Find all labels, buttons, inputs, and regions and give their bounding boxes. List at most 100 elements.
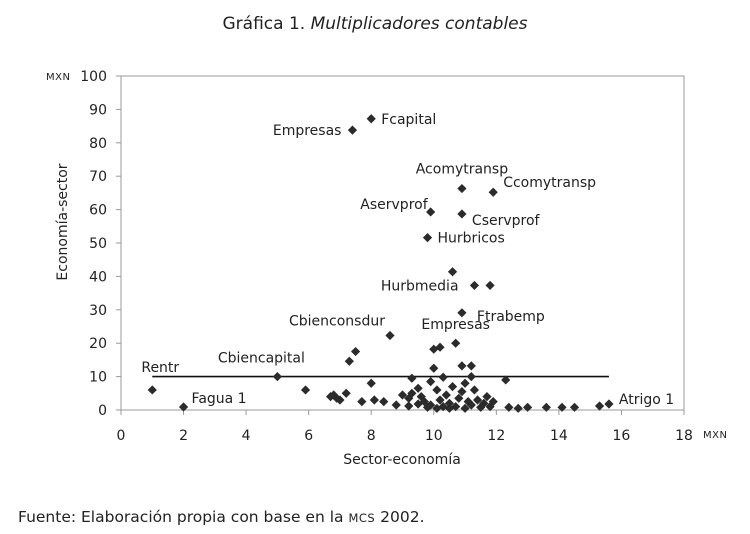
- data-point: [488, 397, 498, 407]
- chart-title-prefix: Gráfica 1.: [223, 14, 306, 34]
- x-tick-label: 4: [242, 428, 251, 444]
- data-point: [391, 400, 401, 410]
- data-point: [466, 372, 476, 382]
- source-prefix: Fuente: Elaboración propia con base en l…: [18, 508, 349, 526]
- data-point-labeled: [457, 209, 467, 219]
- scatter-chart: Gráfica 1. Multiplicadores contables 0 10…: [46, 14, 727, 468]
- data-point: [479, 398, 489, 408]
- data-point: [504, 402, 514, 412]
- point-label: Ccomytransp: [503, 175, 596, 191]
- data-point: [447, 382, 458, 392]
- y-tick-label: 90: [89, 102, 107, 118]
- point-label: Cbienconsdur: [289, 314, 385, 330]
- y-tick-label: 30: [89, 303, 107, 319]
- source-acronym: MCS: [348, 511, 376, 525]
- data-point-labeled: [426, 207, 436, 217]
- data-point: [466, 400, 476, 410]
- data-point-labeled: [422, 233, 433, 243]
- point-label: Cbiencapital: [218, 351, 305, 367]
- data-point: [482, 392, 492, 402]
- x-axis-unit: MXN: [703, 430, 727, 441]
- x-tick-label: 6: [304, 428, 313, 444]
- x-tick-label: 16: [613, 428, 631, 444]
- y-axis-title: Economía-sector: [55, 163, 71, 280]
- y-tick-label: 60: [89, 203, 107, 219]
- data-point: [435, 342, 445, 352]
- point-label: Atrigo 1: [619, 392, 674, 408]
- data-point: [460, 403, 470, 413]
- source-note: Fuente: Elaboración propia con base en l…: [18, 508, 425, 526]
- data-point-labeled: [178, 402, 189, 412]
- x-tick-label: 18: [675, 428, 693, 444]
- point-label: Hurbricos: [438, 231, 505, 247]
- data-point: [329, 390, 339, 400]
- data-point: [432, 403, 442, 413]
- x-tick-label: 0: [117, 428, 126, 444]
- data-point: [432, 385, 442, 395]
- y-tick-label: 40: [89, 269, 107, 285]
- y-tick-label: 10: [89, 370, 107, 386]
- data-point: [435, 395, 445, 405]
- data-point: [569, 402, 580, 412]
- data-point: [366, 378, 376, 388]
- data-point: [460, 378, 470, 388]
- x-axis-title: Sector-economía: [343, 452, 461, 468]
- data-point: [397, 390, 408, 400]
- point-label: Fcapital: [381, 112, 436, 128]
- data-point: [472, 395, 483, 405]
- data-point: [438, 372, 448, 382]
- data-point: [369, 395, 379, 405]
- data-point: [441, 390, 451, 400]
- y-axis-ticks: 0 10 20 30 40 50 60 70 80 90 100: [80, 69, 121, 419]
- chart-title: Gráfica 1. Multiplicadores contables: [223, 14, 528, 34]
- data-point: [513, 403, 523, 413]
- point-label: Hurbmedia: [381, 279, 459, 295]
- point-label: Rentr: [141, 360, 179, 376]
- data-point-labeled: [604, 399, 614, 409]
- data-point-labeled: [272, 372, 282, 382]
- data-point-labeled: [447, 267, 458, 277]
- point-label: Fagua 1: [192, 391, 247, 407]
- y-tick-label: 0: [98, 403, 107, 419]
- y-tick-label: 80: [89, 136, 107, 152]
- x-axis-ticks: 0 2 4 6 8 10 12 14 16 18: [117, 410, 693, 444]
- data-point-labeled: [366, 114, 376, 124]
- data-point-labeled: [451, 338, 461, 348]
- data-point-labeled: [385, 330, 395, 341]
- data-point: [300, 385, 311, 395]
- data-point-labeled: [457, 308, 467, 318]
- data-point: [413, 399, 423, 409]
- point-label: Ftrabemp: [477, 309, 545, 325]
- data-point: [404, 401, 414, 411]
- data-point: [325, 392, 336, 402]
- data-point: [426, 377, 436, 387]
- data-point: [451, 402, 461, 412]
- data-point: [438, 402, 448, 412]
- data-point: [379, 397, 389, 407]
- data-point: [457, 387, 467, 397]
- data-point: [501, 375, 511, 385]
- data-point: [523, 402, 533, 412]
- chart-title-italic: Multiplicadores contables: [311, 14, 528, 34]
- data-point: [444, 398, 455, 408]
- point-label: Cservprof: [472, 213, 541, 229]
- y-tick-label: 70: [89, 169, 107, 185]
- data-point: [426, 400, 436, 410]
- data-point: [463, 397, 473, 407]
- point-label: Empresas: [421, 317, 490, 333]
- data-point: [594, 401, 605, 411]
- data-point: [454, 393, 464, 403]
- data-point: [485, 280, 495, 291]
- data-point: [444, 403, 455, 413]
- data-point: [422, 402, 433, 412]
- data-point: [344, 356, 354, 366]
- data-point-labeled: [457, 183, 467, 194]
- data-points: [147, 114, 614, 413]
- data-point: [407, 388, 417, 398]
- point-label: Empresas: [273, 123, 342, 139]
- y-tick-label: 50: [89, 236, 107, 252]
- x-tick-label: 8: [367, 428, 376, 444]
- data-point-labeled: [488, 187, 498, 197]
- data-point: [335, 395, 345, 405]
- y-tick-label: 20: [89, 336, 107, 352]
